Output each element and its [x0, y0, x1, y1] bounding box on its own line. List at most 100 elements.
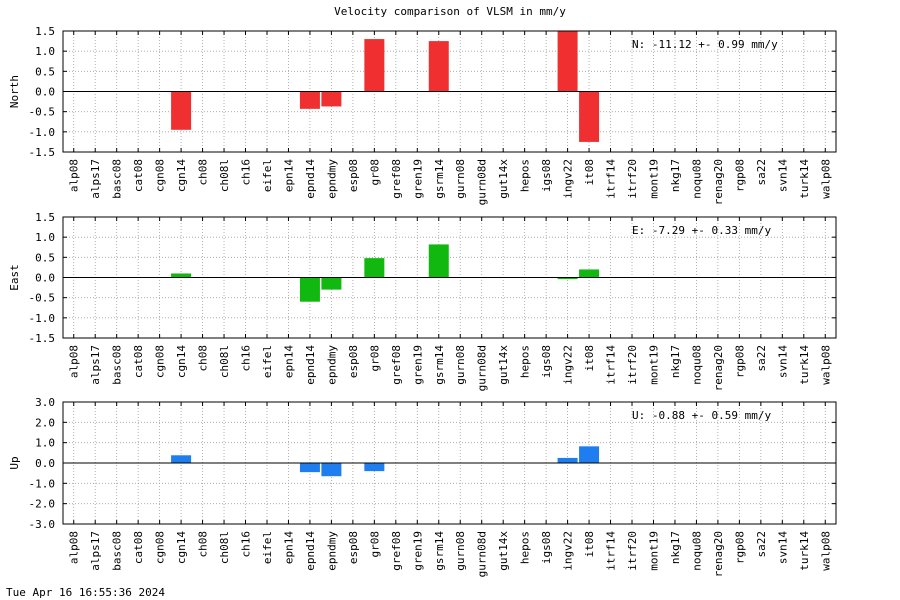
- up-xtick-label: gut14x: [497, 531, 510, 571]
- east-xtick-label: ch16: [240, 345, 253, 372]
- up-ytick-label: -3.0: [29, 518, 56, 531]
- north-ytick-label: -1.0: [29, 126, 56, 139]
- up-xtick-label: eifel: [261, 531, 274, 564]
- up-xtick-label: nkg17: [669, 531, 682, 564]
- east-ytick-label: -1.5: [29, 332, 56, 345]
- north-xtick-label: itrf20: [626, 159, 639, 199]
- up-xtick-label: gurn08d: [476, 531, 489, 577]
- east-plot-frame: [62, 216, 837, 339]
- north-xtick-label: ch16: [240, 159, 253, 186]
- north-xtick-label: basc08: [111, 159, 124, 199]
- up-xtick-label: itrf20: [626, 531, 639, 571]
- up-bar-ingv22: [557, 457, 578, 463]
- north-plot-frame: [62, 30, 837, 153]
- east-ytick-label: 1.5: [35, 211, 55, 224]
- north-xtick-label: igs08: [540, 159, 553, 192]
- east-xtick-label: nkg17: [669, 345, 682, 378]
- east-ytick-label: -0.5: [29, 292, 56, 305]
- up-xtick-label: itrf14: [605, 531, 618, 571]
- east-xtick-label: renag20: [712, 345, 725, 391]
- up-xtick-label: walp08: [819, 531, 832, 571]
- up-xtick-label: renag20: [712, 531, 725, 577]
- north-xtick-label: gurn08d: [476, 159, 489, 205]
- north-xtick-label: ch08l: [218, 159, 231, 192]
- up-xtick-label: epndmy: [325, 531, 338, 571]
- east-xtick-label: igs08: [540, 345, 553, 378]
- east-ytick-label: 0.5: [35, 251, 55, 264]
- north-bar-ingv22: [557, 31, 578, 92]
- up-xtick-label: alps17: [89, 531, 102, 571]
- east-ytick-label: -1.0: [29, 312, 56, 325]
- east-xtick-label: svn14: [776, 345, 789, 378]
- up-xtick-label: basc08: [111, 531, 124, 571]
- north-xtick-label: gut14x: [497, 159, 510, 199]
- up-xtick-label: gsrm14: [433, 531, 446, 571]
- north-xtick-label: svn14: [776, 159, 789, 192]
- north-ytick-label: 0.0: [35, 86, 55, 99]
- east-xtick-label: ingv22: [562, 345, 575, 385]
- east-xtick-label: gurn08: [454, 345, 467, 385]
- east-xtick-label: it08: [583, 345, 596, 372]
- north-xtick-label: epnd14: [304, 159, 317, 199]
- north-xtick-label: cgn08: [154, 159, 167, 192]
- east-xtick-label: ch08: [197, 345, 210, 372]
- up-bar-gr08: [364, 463, 385, 472]
- east-xtick-label: esp08: [347, 345, 360, 378]
- up-xtick-label: gurn08: [454, 531, 467, 571]
- east-bar-it08: [579, 269, 600, 278]
- up-xtick-label: gren19: [411, 531, 424, 571]
- up-bar-cgn14: [171, 455, 192, 463]
- east-bar-epnd14: [299, 277, 320, 302]
- north-xtick-label: esp08: [347, 159, 360, 192]
- east-xtick-label: noqu08: [690, 345, 703, 385]
- up-xtick-label: noqu08: [690, 531, 703, 571]
- east-xtick-label: gsrm14: [433, 345, 446, 385]
- east-axis-label: East: [8, 264, 21, 291]
- north-xtick-label: gren19: [411, 159, 424, 199]
- north-xtick-label: hepos: [519, 159, 532, 192]
- up-xtick-label: mont19: [647, 531, 660, 571]
- north-bar-gsrm14: [428, 41, 449, 92]
- north-xtick-label: walp08: [819, 159, 832, 199]
- up-ytick-label: -1.0: [29, 477, 56, 490]
- east-ytick-label: 1.0: [35, 231, 55, 244]
- north-xtick-label: mont19: [647, 159, 660, 199]
- east-xtick-label: cat08: [132, 345, 145, 378]
- north-xtick-label: gurn08: [454, 159, 467, 199]
- north-xtick-label: nkg17: [669, 159, 682, 192]
- up-xtick-label: alp08: [68, 531, 81, 564]
- east-xtick-label: mont19: [647, 345, 660, 385]
- north-xtick-label: itrf14: [605, 159, 618, 199]
- east-xtick-label: turk14: [798, 345, 811, 385]
- up-xtick-label: ch08l: [218, 531, 231, 564]
- north-xtick-label: it08: [583, 159, 596, 186]
- east-xtick-label: gref08: [390, 345, 403, 385]
- north-bar-it08: [579, 91, 600, 142]
- east-xtick-label: walp08: [819, 345, 832, 385]
- east-xtick-label: ch08l: [218, 345, 231, 378]
- up-bar-it08: [579, 446, 600, 463]
- north-xtick-label: epndmy: [325, 159, 338, 199]
- east-xtick-label: cgn08: [154, 345, 167, 378]
- up-xtick-label: svn14: [776, 531, 789, 564]
- north-xtick-label: gref08: [390, 159, 403, 199]
- north-xtick-label: sa22: [755, 159, 768, 186]
- up-xtick-label: turk14: [798, 531, 811, 571]
- east-xtick-label: eifel: [261, 345, 274, 378]
- north-axis-label: North: [8, 75, 21, 108]
- up-bar-epndmy: [321, 463, 342, 477]
- north-ytick-label: -0.5: [29, 106, 56, 119]
- up-ytick-label: 2.0: [35, 416, 55, 429]
- up-xtick-label: hepos: [519, 531, 532, 564]
- north-annotation: N: -11.12 +- 0.99 mm/y: [632, 38, 778, 51]
- north-xtick-label: cat08: [132, 159, 145, 192]
- up-xtick-label: rgp08: [733, 531, 746, 564]
- up-xtick-label: sa22: [755, 531, 768, 558]
- east-bar-cgn14: [171, 273, 192, 278]
- up-xtick-label: ingv22: [562, 531, 575, 571]
- north-bar-gr08: [364, 39, 385, 92]
- east-xtick-label: gut14x: [497, 345, 510, 385]
- east-xtick-label: cgn14: [175, 345, 188, 378]
- up-axis-label: Up: [8, 456, 21, 469]
- east-bar-gsrm14: [428, 244, 449, 278]
